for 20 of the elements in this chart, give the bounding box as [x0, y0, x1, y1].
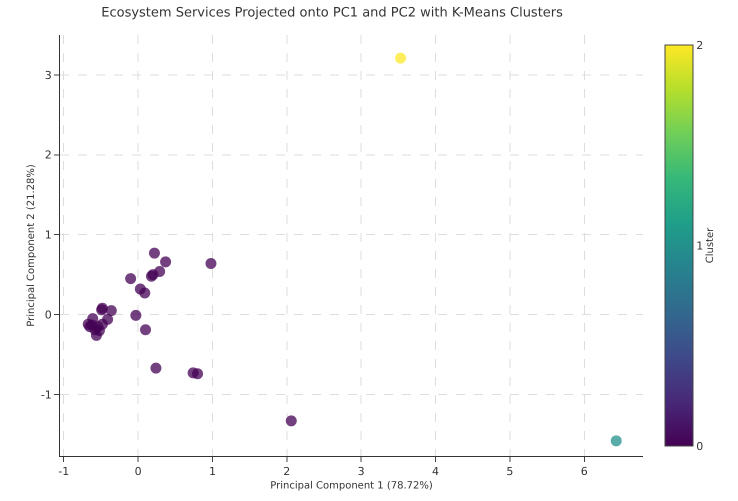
y-tick-label: 2 [44, 148, 52, 162]
x-tick-label: 3 [358, 465, 365, 478]
color-bar-title: Cluster [705, 226, 716, 264]
color-bar-label: 1 [696, 239, 704, 252]
y-tick-label: -1 [40, 388, 52, 402]
x-axis-title: Principal Component 1 (78.72%) [270, 480, 433, 492]
y-tick-label: 1 [44, 228, 52, 242]
y-axis-title: Principal Component 2 (21.28%) [26, 164, 37, 327]
x-tick-label: 2 [283, 465, 290, 478]
color-bar-label: 2 [696, 38, 704, 52]
x-tick-label: 0 [134, 465, 142, 478]
color-bar-label: 0 [696, 440, 704, 453]
x-tick-label: 4 [432, 465, 440, 478]
x-tick-label: 6 [580, 465, 588, 478]
x-tick-label: -1 [58, 465, 70, 478]
x-tick-label: 5 [506, 465, 514, 478]
y-tick-label: 3 [44, 68, 52, 82]
x-tick-label: 1 [208, 465, 216, 478]
y-tick-label: 0 [44, 308, 52, 322]
chart-title: Ecosystem Services Projected onto PC1 and PC2 with K-Means Clusters [101, 6, 564, 21]
